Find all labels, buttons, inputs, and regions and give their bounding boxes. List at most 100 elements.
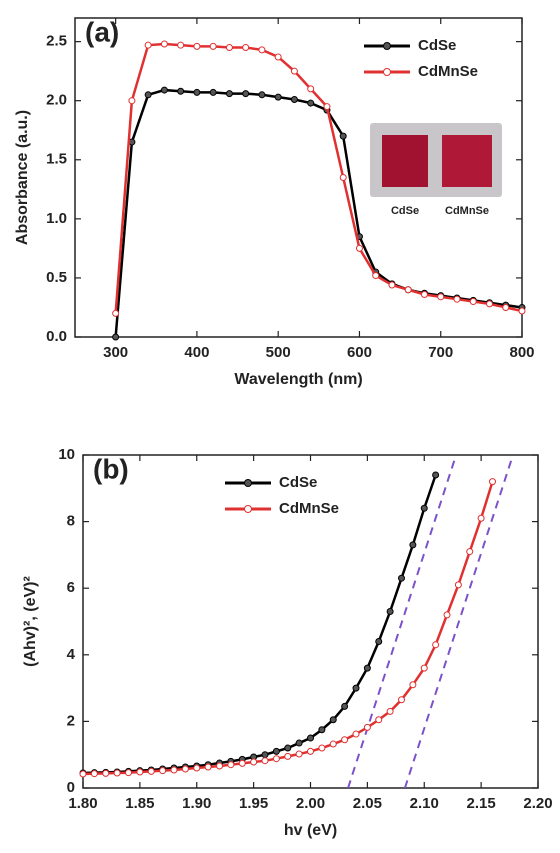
- data-point: [90, 770, 98, 778]
- data-point: [181, 765, 189, 773]
- data-point: [341, 702, 349, 710]
- data-point: [386, 608, 394, 616]
- data-point: [170, 766, 178, 774]
- y-tick-label: 1.0: [46, 210, 67, 227]
- data-point: [386, 707, 394, 715]
- data-point: [238, 759, 246, 767]
- inset-label: CdMnSe: [445, 205, 489, 217]
- panel-label: (b): [93, 453, 129, 484]
- data-point: [144, 41, 152, 49]
- y-tick-label: 0: [67, 779, 75, 796]
- data-point: [159, 767, 167, 775]
- data-point: [284, 744, 292, 752]
- legend-marker: [383, 42, 391, 50]
- x-tick-label: 2.15: [467, 795, 496, 812]
- y-axis-label: Absorbance (a.u.): [14, 110, 31, 245]
- data-point: [420, 504, 428, 512]
- y-tick-label: 1.5: [46, 151, 67, 168]
- data-point: [193, 42, 201, 50]
- data-point: [329, 740, 337, 748]
- data-point: [388, 281, 396, 289]
- data-point: [272, 747, 280, 755]
- data-point: [375, 637, 383, 645]
- data-point: [432, 641, 440, 649]
- data-point: [307, 85, 315, 93]
- data-point: [216, 762, 223, 770]
- data-point: [261, 757, 269, 765]
- data-point: [409, 681, 417, 689]
- data-point: [290, 96, 298, 104]
- data-point: [227, 761, 235, 769]
- y-tick-label: 2: [67, 712, 75, 729]
- data-point: [341, 736, 349, 744]
- data-point: [160, 86, 168, 94]
- data-point: [258, 46, 266, 54]
- data-point: [128, 97, 136, 105]
- fit-line: [347, 455, 458, 788]
- data-point: [225, 90, 233, 98]
- data-point: [112, 309, 120, 317]
- legend-marker: [244, 505, 252, 513]
- data-point: [420, 290, 428, 298]
- data-point: [375, 716, 383, 724]
- data-point: [144, 91, 152, 99]
- x-axis-label: hv (eV): [284, 822, 337, 839]
- data-point: [432, 471, 440, 479]
- data-point: [352, 730, 360, 738]
- legend-marker: [383, 68, 391, 76]
- data-point: [193, 764, 201, 772]
- y-tick-label: 0.5: [46, 269, 67, 286]
- data-point: [454, 581, 462, 589]
- data-point: [420, 664, 428, 672]
- data-point: [453, 295, 461, 303]
- data-point: [102, 769, 110, 777]
- x-tick-label: 300: [103, 344, 128, 361]
- data-point: [290, 67, 298, 75]
- data-point: [79, 770, 87, 778]
- series-line: [83, 481, 494, 776]
- x-tick-label: 400: [184, 344, 209, 361]
- data-point: [323, 103, 331, 111]
- data-point: [147, 767, 155, 775]
- data-point: [363, 723, 371, 731]
- data-point: [113, 769, 121, 777]
- y-tick-label: 0.0: [46, 328, 67, 345]
- data-point: [225, 44, 233, 52]
- data-point: [518, 307, 526, 315]
- data-point: [177, 41, 185, 49]
- series-line: [83, 474, 437, 775]
- legend-label: CdSe: [279, 474, 317, 491]
- data-point: [242, 90, 250, 98]
- data-point: [274, 53, 282, 61]
- data-point: [193, 88, 201, 96]
- y-tick-label: 2.5: [46, 33, 67, 50]
- data-point: [409, 541, 417, 549]
- x-tick-label: 800: [509, 344, 534, 361]
- panel-label: (a): [85, 16, 119, 47]
- data-point: [443, 611, 451, 619]
- data-point: [307, 734, 314, 742]
- data-point: [318, 744, 326, 752]
- plot-frame: [74, 17, 523, 338]
- y-tick-label: 2.0: [46, 92, 67, 109]
- data-point: [437, 293, 445, 301]
- data-point: [209, 88, 217, 96]
- data-point: [355, 244, 363, 252]
- data-point: [295, 739, 303, 747]
- data-point: [477, 514, 485, 522]
- data-point: [177, 87, 185, 95]
- data-point: [274, 93, 282, 101]
- legend-marker: [244, 479, 252, 487]
- legend-label: CdMnSe: [418, 63, 478, 80]
- data-point: [404, 286, 412, 294]
- data-point: [258, 91, 266, 99]
- fit-line: [403, 455, 514, 788]
- data-point: [272, 755, 280, 763]
- x-tick-label: 1.95: [239, 795, 268, 812]
- data-point: [502, 303, 510, 311]
- data-point: [204, 763, 212, 771]
- x-tick-label: 1.85: [125, 795, 154, 812]
- x-axis-label: Wavelength (nm): [234, 371, 362, 388]
- data-point: [284, 752, 292, 760]
